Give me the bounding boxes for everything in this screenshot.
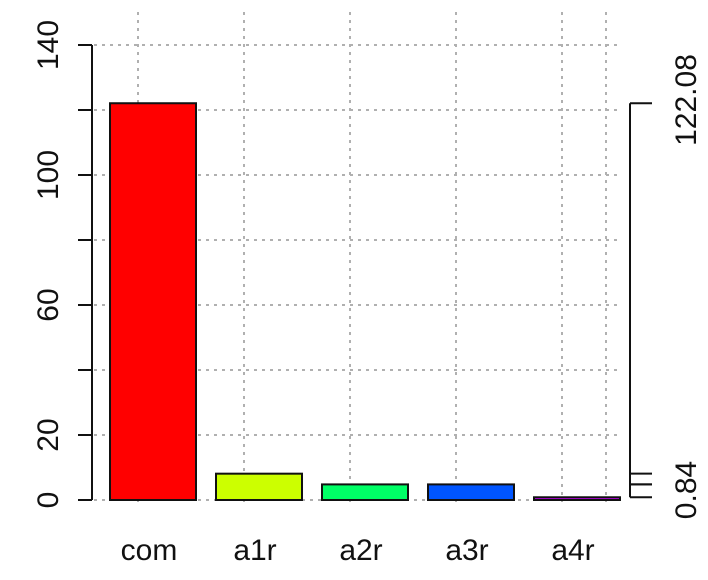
x-axis-labels: com a1r a2r a3r a4r [121,534,595,567]
bar-a4r [533,496,621,501]
y-tick-label: 60 [32,288,65,321]
y-tick-label: 100 [32,150,65,200]
y-tick-label: 140 [32,20,65,70]
bar-a1r [215,472,303,501]
right-axis-label: 0.84 [670,461,703,519]
x-tick-label: a2r [339,534,382,567]
bar-com [109,102,197,502]
y-axis: 0 20 60 100 140 [32,20,93,509]
x-tick-label: a3r [445,534,488,567]
bar-a3r [427,483,515,501]
bar-a2r [321,483,409,501]
right-axis-label: 122.08 [670,54,703,146]
right-axis: 122.08 0.84 [629,54,703,519]
x-tick-label: a4r [551,534,594,567]
y-tick-label: 0 [32,492,65,509]
x-tick-label: a1r [233,534,276,567]
bars [109,102,621,502]
x-tick-label: com [121,534,178,567]
y-tick-label: 20 [32,418,65,451]
